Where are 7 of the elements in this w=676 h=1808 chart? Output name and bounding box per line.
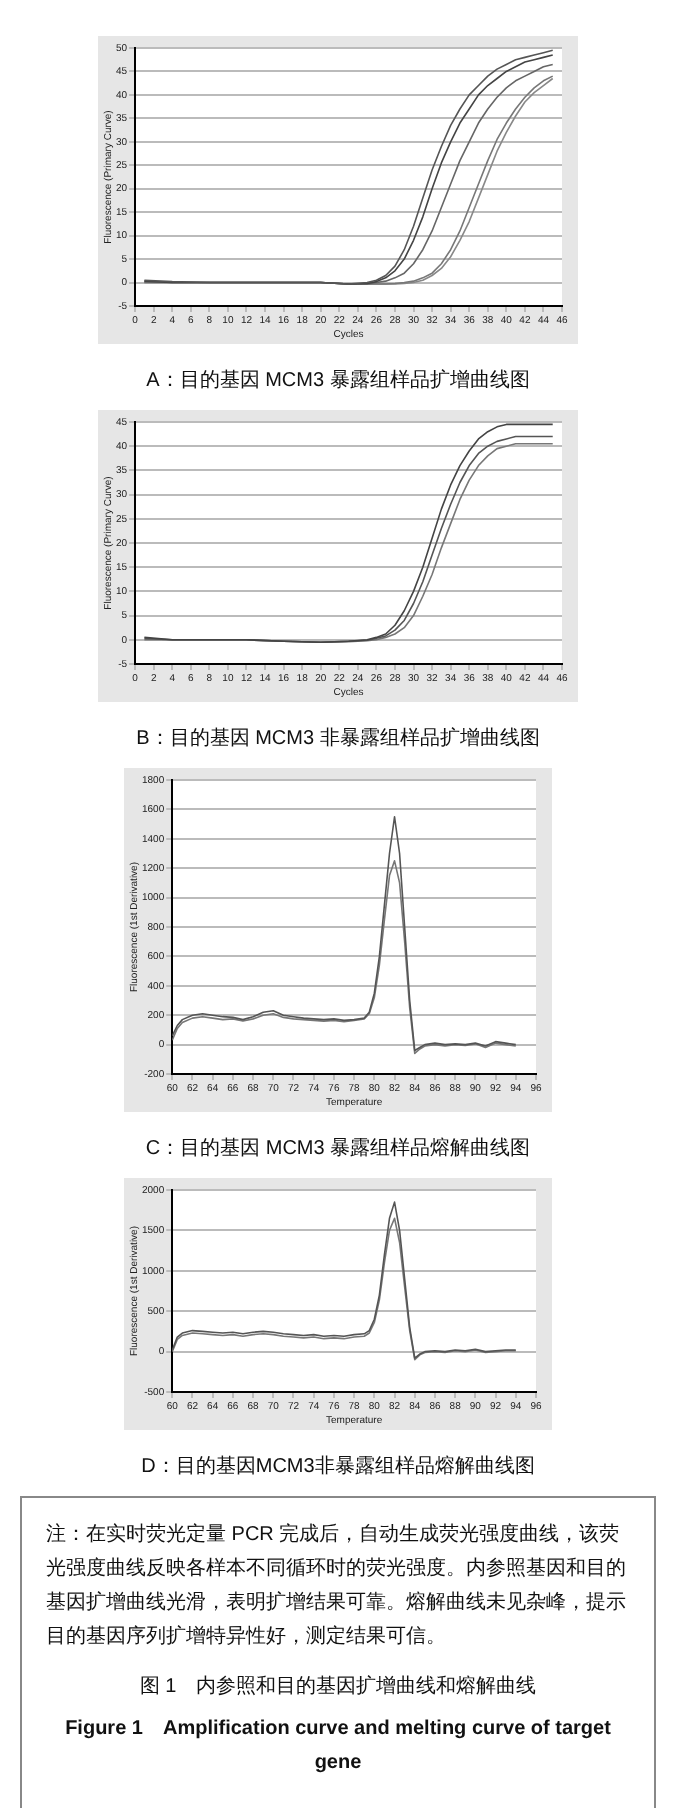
text: A：目的基因 MCM3 暴露组样品扩增曲线图 (144, 367, 532, 394)
caption: Figure 1 Amplification curve and melting curve of target gene (63, 1716, 613, 1778)
text: 注：在实时荧光定量 PCR 完成后，自动生成荧光强度曲线，该荧光强度曲线反映各样本不同循环时的荧光强度。内参照基因和目的基因扩增曲线光滑，表明扩增结果可靠。熔解曲线未见杂峰，提示目的基因序列扩增特异性好，测定结果可信。 (46, 1521, 628, 1652)
text: B：目的基因 MCM3 非暴露组样品扩增曲线图 (134, 725, 542, 752)
text: D：目的基因MCM3非暴露组样品熔解曲线图 (139, 1453, 537, 1480)
caption: 图 1 内参照和目的基因扩增曲线和熔解曲线 (137, 1673, 539, 1702)
text: C：目的基因 MCM3 暴露组样品熔解曲线图 (143, 1135, 533, 1162)
